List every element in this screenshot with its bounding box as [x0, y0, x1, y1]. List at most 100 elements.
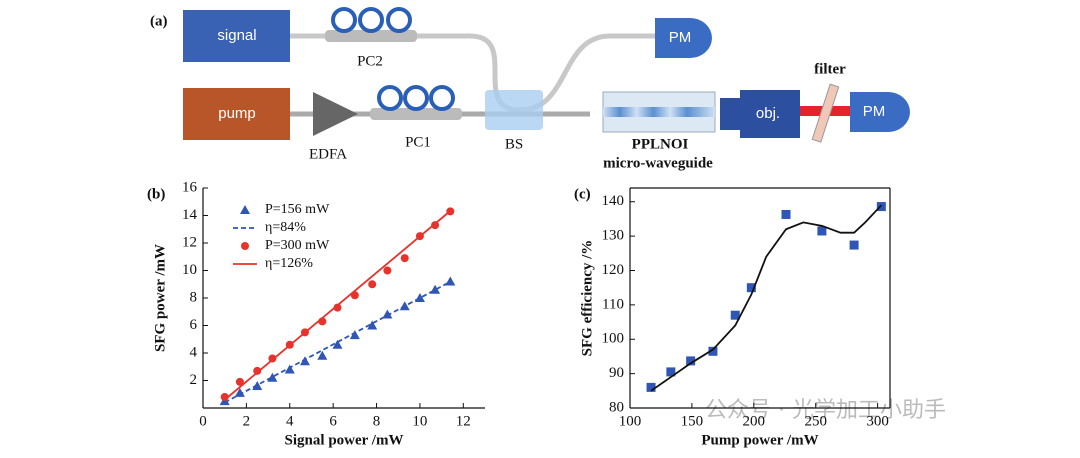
marker [267, 372, 278, 382]
fit-line [224, 212, 449, 401]
x-tick-label: 8 [373, 413, 381, 429]
marker [817, 226, 827, 236]
label: BS [505, 136, 523, 152]
y-axis-label: SFG efficiency /% [579, 240, 595, 357]
waveguide-core [603, 107, 715, 117]
x-tick-label: 4 [286, 413, 294, 429]
objective [720, 90, 800, 138]
marker [349, 330, 360, 340]
fit-line [650, 204, 882, 392]
y-tick-label: 4 [190, 344, 198, 360]
x-tick-label: 250 [804, 413, 827, 429]
y-tick-label: 6 [190, 317, 198, 333]
watermark: 公众号 · 光学加工小助手 [705, 398, 946, 423]
marker [332, 339, 343, 349]
x-tick-label: 2 [243, 413, 251, 429]
marker [382, 309, 393, 319]
marker [781, 209, 791, 219]
label: PC2 [357, 53, 383, 69]
pc-loop [331, 7, 357, 33]
label: pump [218, 105, 256, 122]
pc-loop [358, 7, 384, 33]
legend-label: η=126% [265, 256, 313, 271]
pc-loop [377, 85, 403, 111]
fit-line [224, 282, 449, 404]
y-tick-label: 80 [609, 399, 624, 415]
marker [367, 320, 378, 330]
x-tick-label: 0 [199, 413, 207, 429]
marker [849, 240, 859, 250]
panel-label: (c) [574, 186, 591, 202]
label: PC1 [405, 134, 431, 150]
x-tick-label: 12 [456, 413, 471, 429]
panel-label: (b) [147, 186, 165, 202]
pump-box [183, 88, 290, 140]
pc-plate [325, 30, 417, 42]
label: micro-waveguide [603, 155, 713, 171]
legend-label: η=84% [265, 220, 306, 235]
y-tick-label: 130 [602, 228, 625, 244]
y-tick-label: 14 [182, 207, 198, 223]
x-tick-label: 10 [412, 413, 427, 429]
marker [383, 266, 392, 275]
panel-label: (a) [150, 13, 168, 29]
filter [811, 83, 840, 143]
y-tick-label: 100 [602, 331, 625, 347]
y-axis-label: SFG power /mW [152, 244, 168, 352]
y-tick-label: 16 [182, 179, 198, 195]
label: PPLNOI [632, 136, 689, 152]
power-meter [655, 18, 712, 58]
y-tick-label: 8 [190, 289, 198, 305]
label: obj. [756, 105, 780, 122]
marker [317, 350, 328, 360]
label: signal [217, 27, 256, 44]
y-tick-label: 10 [182, 262, 197, 278]
x-tick-label: 150 [681, 413, 704, 429]
pc-plate [370, 108, 462, 120]
marker [730, 310, 740, 320]
label: filter [814, 61, 846, 77]
marker [666, 367, 676, 377]
x-tick-label: 200 [743, 413, 766, 429]
legend-label: P=156 mW [265, 202, 330, 217]
marker [368, 280, 377, 289]
y-tick-label: 90 [609, 365, 624, 381]
y-tick-label: 2 [190, 372, 198, 388]
label: PM [863, 103, 886, 120]
marker [253, 366, 262, 375]
label: EDFA [309, 146, 347, 162]
y-tick-label: 140 [602, 193, 625, 209]
marker [400, 254, 409, 263]
x-tick-label: 100 [619, 413, 642, 429]
marker [241, 242, 249, 250]
y-tick-label: 120 [602, 262, 625, 278]
pc-loop [403, 85, 429, 111]
x-axis-label: Pump power /mW [701, 432, 818, 448]
marker [333, 303, 342, 312]
setup-diagram: (a) signal PC2 PM pump EDFA PC1 BS PPLNO… [150, 7, 910, 171]
y-tick-label: 12 [182, 234, 197, 250]
marker [234, 387, 245, 397]
marker [708, 346, 718, 356]
x-tick-label: 300 [866, 413, 889, 429]
fiber [290, 33, 655, 113]
marker [746, 283, 756, 293]
marker [284, 364, 295, 374]
y-tick-label: 110 [602, 296, 624, 312]
marker [240, 205, 250, 214]
amplifier [313, 92, 358, 136]
marker [299, 356, 310, 366]
legend-label: P=300 mW [265, 238, 330, 253]
marker [686, 356, 696, 366]
marker [646, 382, 656, 392]
pc-loop [429, 85, 455, 111]
label: PM [669, 29, 692, 46]
pc-loop [386, 7, 412, 33]
marker [235, 377, 244, 386]
marker [876, 202, 886, 212]
power-meter [850, 92, 910, 132]
beam-splitter [485, 90, 543, 130]
x-axis-label: Signal power /mW [285, 432, 404, 448]
x-tick-label: 6 [329, 413, 337, 429]
